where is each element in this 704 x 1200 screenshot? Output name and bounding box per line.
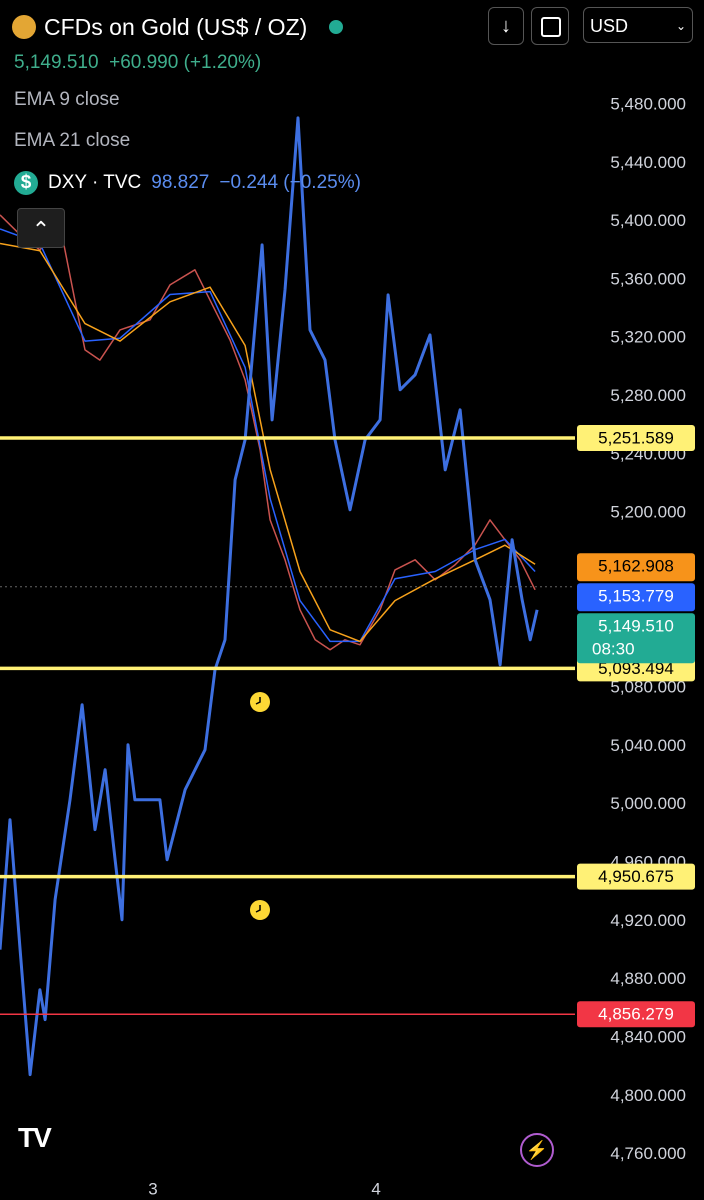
tv-logo: TV <box>18 1122 52 1153</box>
price-tag-label: 5,149.510 <box>598 617 674 636</box>
series-line <box>0 228 536 643</box>
price-line-tag <box>577 1001 695 1028</box>
symbol-title: CFDs on Gold (US$ / OZ) <box>44 13 308 40</box>
y-tick-label: 5,280.000 <box>610 386 686 405</box>
fullscreen-icon <box>541 17 561 37</box>
y-tick-label: 5,040.000 <box>610 736 686 755</box>
y-tick-label: 5,400.000 <box>610 211 686 230</box>
x-tick-label: 4 <box>371 1179 380 1198</box>
price-line-tag <box>577 863 695 890</box>
collapse-button[interactable]: ⌃ <box>17 208 65 248</box>
price-line-tag <box>577 424 695 451</box>
alarm-hand <box>255 697 261 705</box>
price-line-label: 5,251.589 <box>598 428 674 447</box>
price-tag <box>577 553 695 582</box>
legend-ema9: EMA 9 close <box>14 89 120 110</box>
y-tick-label: 4,920.000 <box>610 911 686 930</box>
quote-change: +60.990 (+1.20%) <box>109 52 262 73</box>
legend-dxy: $ DXY · TVC 98.827 −0.244 (−0.25%) <box>14 170 361 196</box>
y-tick-label: 5,440.000 <box>610 153 686 172</box>
quote-price: 5,149.510 <box>14 52 99 73</box>
series-line <box>0 242 536 643</box>
currency-select[interactable]: USD ⌄ <box>583 7 693 43</box>
price-tag <box>577 613 695 664</box>
price-tag <box>577 583 695 612</box>
alert-button[interactable]: ⚡ <box>520 1133 554 1167</box>
legend-ema21: EMA 21 close <box>14 130 131 151</box>
y-tick-label: 4,760.000 <box>610 1144 686 1163</box>
y-tick-label: 5,200.000 <box>610 503 686 522</box>
dropdown-arrow: ⌄ <box>675 19 686 33</box>
y-tick-label: 5,080.000 <box>610 678 686 697</box>
x-tick-label: 3 <box>148 1179 157 1198</box>
series-line <box>0 214 536 651</box>
y-tick-label: 5,360.000 <box>610 269 686 288</box>
y-tick-label: 4,800.000 <box>610 1086 686 1105</box>
price-line-label: 4,950.675 <box>598 867 674 886</box>
quote: 5,149.510 +60.990 (+1.20%) <box>14 52 261 74</box>
dxy-price: 98.827 <box>151 172 210 193</box>
y-tick-label: 5,320.000 <box>610 328 686 347</box>
dxy-name: DXY · TVC <box>48 172 142 193</box>
y-tick-label: 5,480.000 <box>610 94 686 113</box>
alarm-hand <box>255 905 261 913</box>
series-line <box>0 116 539 1077</box>
price-tag-label: 5,153.779 <box>598 587 674 606</box>
y-tick-label: 5,000.000 <box>610 794 686 813</box>
price-line-label: 4,856.279 <box>598 1005 674 1024</box>
fullscreen-button[interactable] <box>531 7 569 45</box>
symbol-icon <box>12 15 36 39</box>
header: CFDs on Gold (US$ / OZ) <box>12 12 344 42</box>
market-status <box>329 20 344 34</box>
y-tick-label: 4,880.000 <box>610 969 686 988</box>
download-button[interactable]: ↓ <box>488 7 524 45</box>
dxy-icon: $ <box>14 171 38 195</box>
price-tag-countdown: 08:30 <box>592 640 635 659</box>
price-line-label: 5,093.494 <box>598 659 674 678</box>
dxy-change: −0.244 (−0.25%) <box>219 172 361 193</box>
y-tick-label: 4,840.000 <box>610 1027 686 1046</box>
price-tag-label: 5,162.908 <box>598 557 674 576</box>
currency: USD <box>590 16 629 36</box>
